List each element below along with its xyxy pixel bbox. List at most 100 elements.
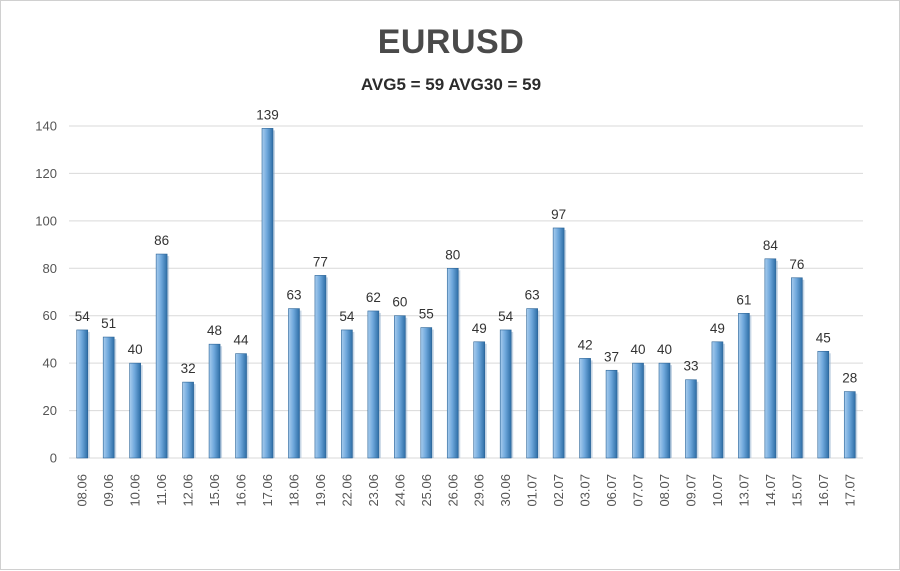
x-tick-label: 06.07 [604,474,619,507]
y-axis: 0 20 40 60 80 100 120 140 [35,119,57,466]
bar [288,308,300,459]
bar [155,253,168,459]
y-tick-label: 80 [43,261,57,276]
y-tick-label: 40 [43,356,57,371]
data-label: 139 [256,107,279,122]
y-tick-label: 140 [35,119,57,134]
x-tick-label: 08.06 [75,474,90,507]
data-label: 54 [339,309,355,324]
x-tick-label: 15.07 [789,474,804,507]
bar [579,358,591,459]
bar [499,329,512,459]
bar [605,369,618,459]
x-tick-label: 25.06 [419,474,434,507]
data-label: 49 [710,321,725,336]
x-tick-label: 17.06 [260,474,275,507]
bar [473,341,486,459]
bar [129,362,141,459]
y-tick-label: 100 [35,213,57,228]
chart-title: EURUSD [377,23,525,61]
bar [711,341,724,459]
chart-subtitle: AVG5 = 59 AVG30 = 59 [360,75,542,94]
data-label: 62 [366,290,381,305]
bar [446,267,459,459]
bar [208,343,221,459]
data-label: 48 [207,323,222,338]
x-tick-label: 15.06 [207,474,222,507]
data-label: 63 [525,288,540,303]
bar [738,313,750,459]
bar [658,362,671,459]
data-label: 86 [154,233,169,248]
x-tick-label: 12.06 [181,474,196,507]
bar [843,391,856,459]
data-label: 37 [604,349,619,364]
data-label: 32 [181,361,196,376]
y-tick-label: 60 [43,308,57,323]
data-label: 40 [631,342,646,357]
x-tick-label: 09.07 [683,474,698,507]
x-tick-label: 17.07 [842,474,857,507]
bar [102,336,115,459]
x-tick-label: 22.06 [339,474,354,507]
x-tick-label: 24.06 [392,474,407,507]
bars: 54 51 40 86 32 48 44 139 63 77 54 62 60 55 80 49 54 63 97 4… [75,107,857,459]
bar [420,327,433,459]
data-label: 42 [578,337,593,352]
bar [261,128,274,459]
x-tick-label: 10.06 [128,474,143,507]
data-label: 77 [313,254,328,269]
bar [552,227,565,459]
x-tick-label: 14.07 [763,474,778,507]
x-tick-label: 08.07 [657,474,672,507]
data-label: 54 [498,309,514,324]
data-label: 55 [419,307,434,322]
data-label: 80 [445,247,460,262]
x-tick-label: 16.07 [816,474,831,507]
data-label: 54 [75,309,91,324]
data-label: 33 [683,359,698,374]
x-tick-label: 07.07 [631,474,646,507]
data-label: 61 [736,292,751,307]
x-tick-label: 02.07 [551,474,566,507]
x-tick-label: 16.06 [234,474,249,507]
data-label: 44 [234,333,250,348]
x-tick-label: 10.07 [710,474,725,507]
y-tick-label: 0 [50,451,57,466]
bar [791,277,803,459]
x-tick-label: 19.06 [313,474,328,507]
data-label: 60 [392,295,407,310]
bar [817,350,830,459]
x-tick-label: 01.07 [525,474,540,507]
data-label: 51 [101,316,116,331]
x-tick-label: 13.07 [736,474,751,507]
x-tick-label: 23.06 [366,474,381,507]
data-label: 28 [842,371,857,386]
bar [314,275,327,459]
bar [632,362,644,459]
bar [235,353,247,459]
bar [394,315,406,459]
x-tick-label: 30.06 [498,474,513,507]
data-label: 84 [763,238,779,253]
data-label: 45 [816,330,831,345]
bar [367,310,380,459]
x-tick-label: 11.06 [154,474,169,506]
x-axis: 08.06 09.06 10.06 11.06 12.06 15.06 16.06 17.06… [75,474,858,507]
x-tick-label: 09.06 [101,474,116,507]
bar [182,381,194,459]
data-label: 63 [286,288,301,303]
data-label: 97 [551,207,566,222]
data-label: 76 [789,257,804,272]
data-label: 49 [472,321,487,336]
bar [685,379,697,459]
bar [526,308,538,459]
data-label: 40 [128,342,143,357]
bar [341,329,353,459]
x-tick-label: 18.06 [286,474,301,507]
bar [764,258,777,459]
y-tick-label: 20 [43,403,57,418]
gridlines [69,125,863,459]
